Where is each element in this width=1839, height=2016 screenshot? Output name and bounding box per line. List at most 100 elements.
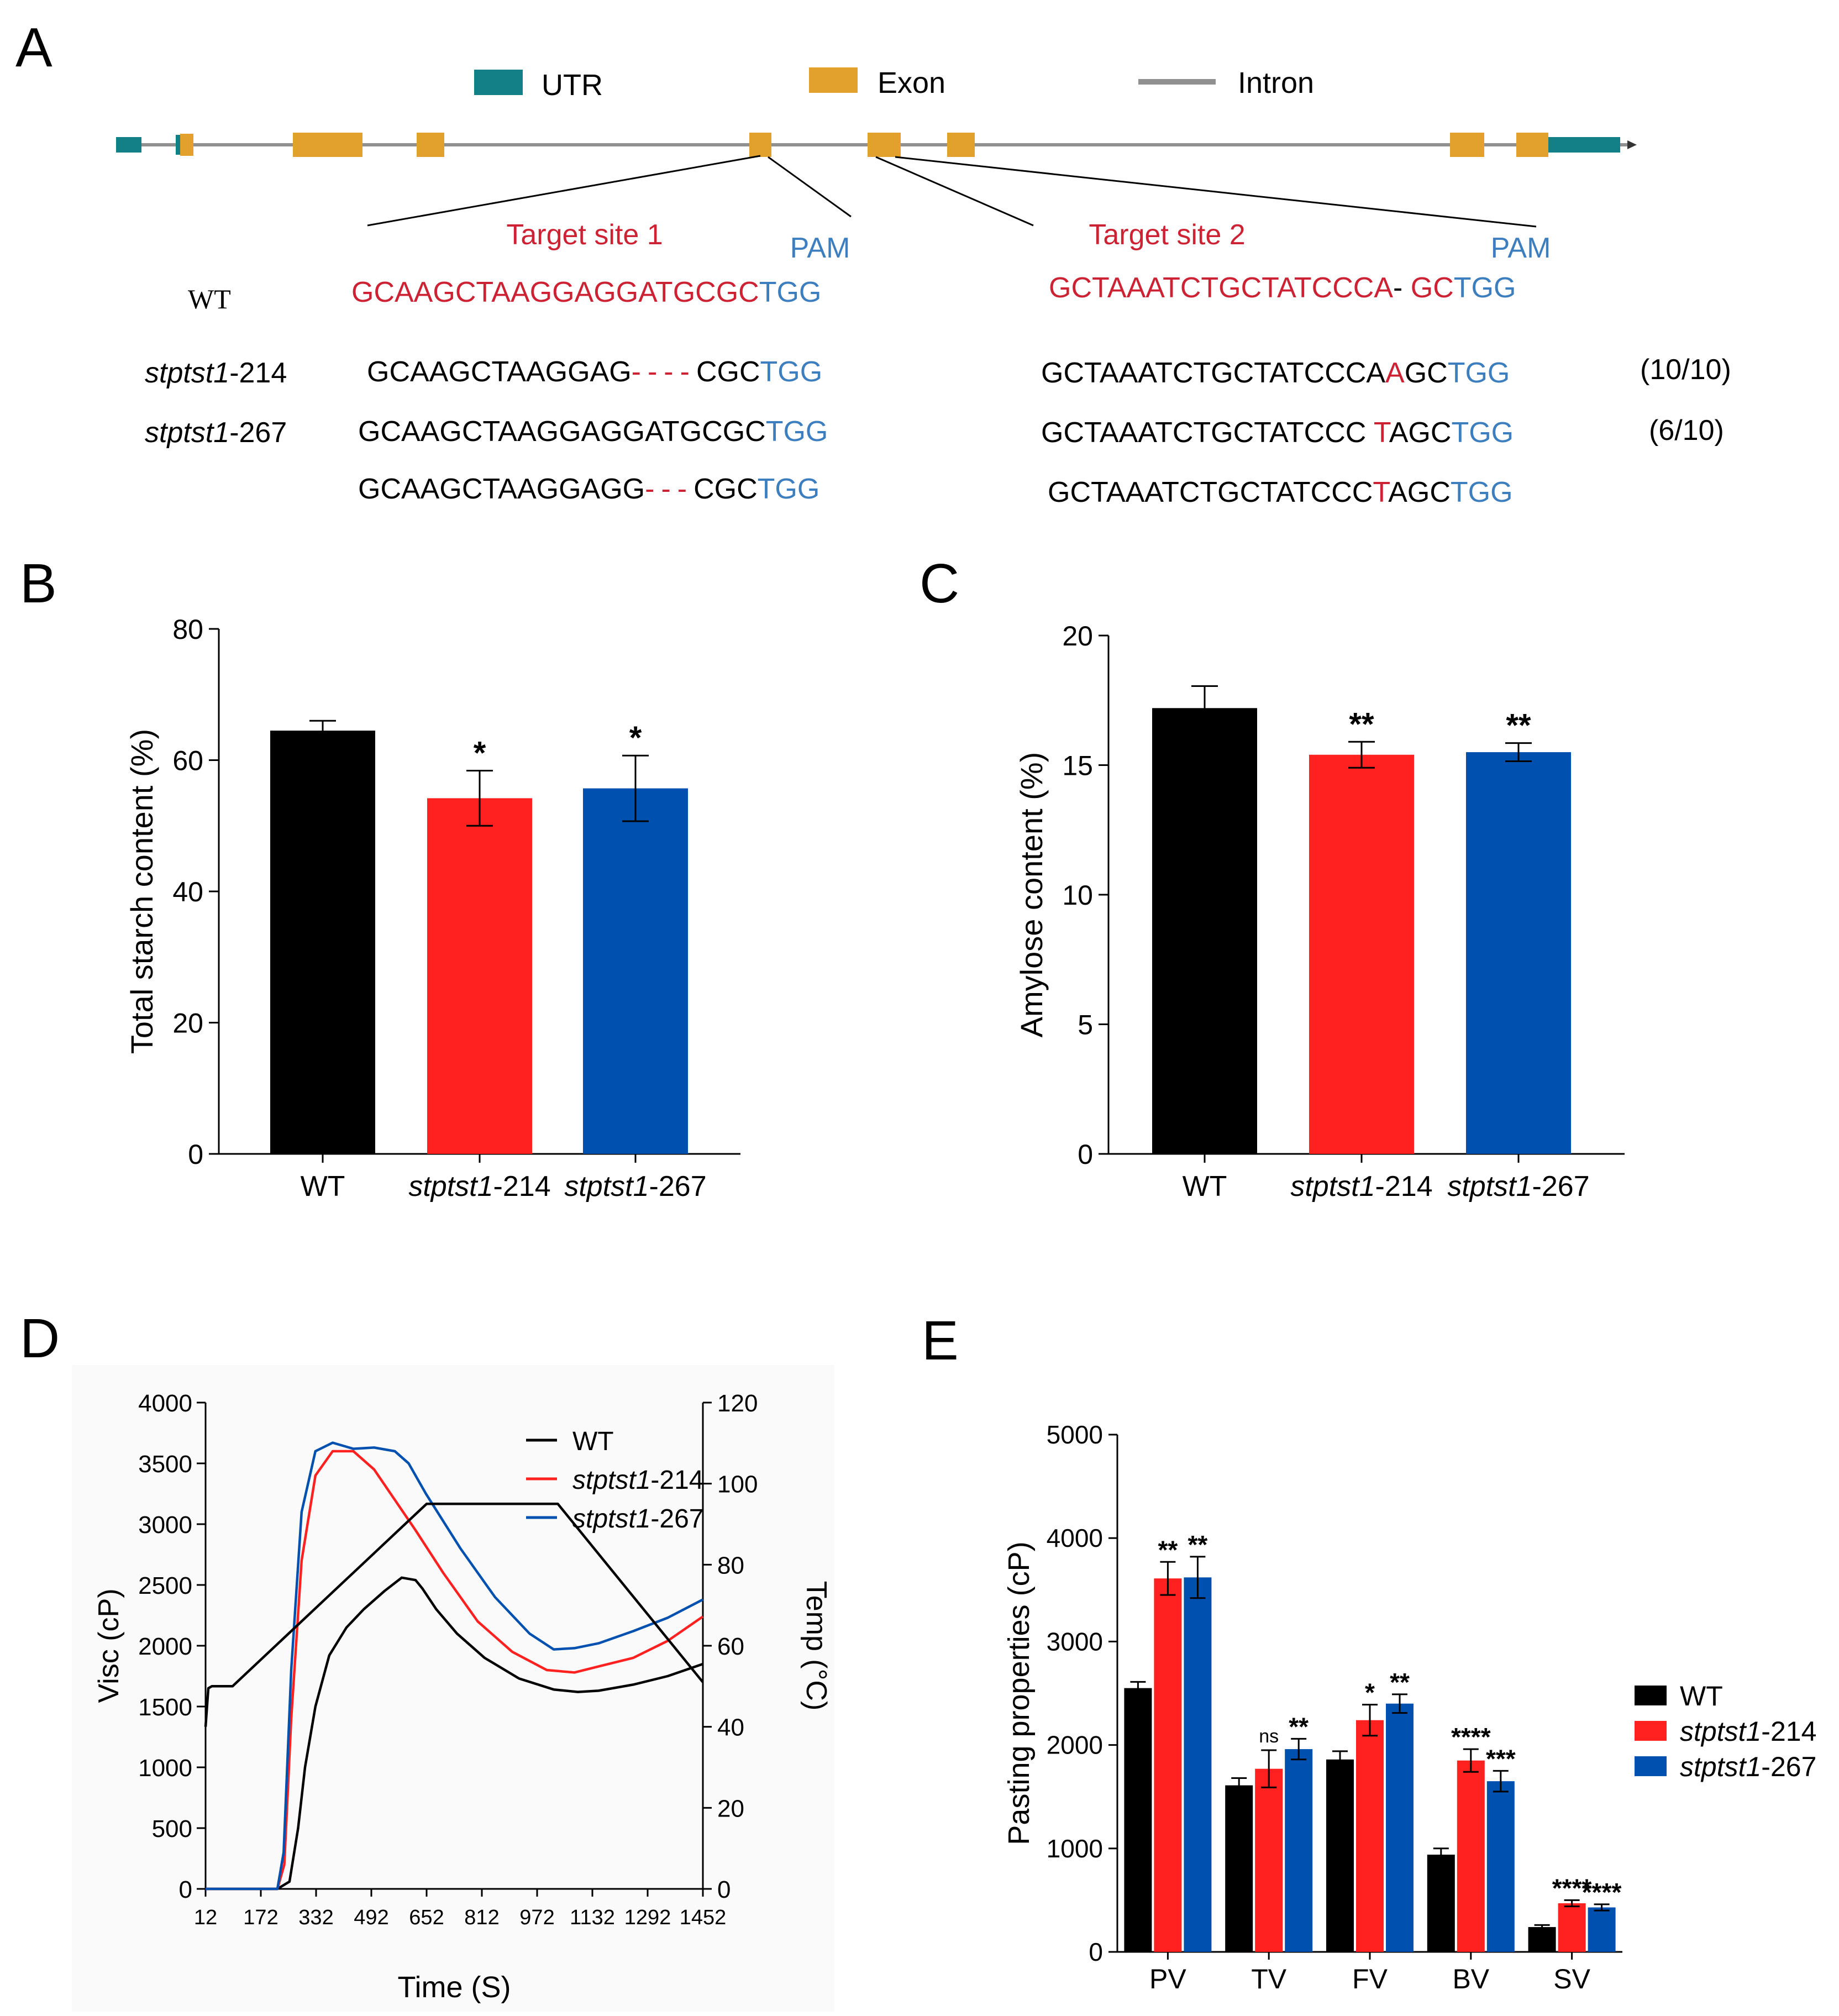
x-tick-label: stptst1-214 (408, 1170, 550, 1203)
legend-swatch (1635, 1686, 1667, 1705)
y-tick-label: 0 (188, 1139, 203, 1170)
legend-label-suffix: WT (572, 1427, 614, 1456)
viscosity-line (206, 1576, 703, 1891)
m267b-seq-2-pam: TGG (1451, 476, 1513, 508)
y-tick-label: 20 (172, 1008, 203, 1039)
bar (1184, 1577, 1212, 1952)
exon-3 (417, 133, 444, 157)
bar (1386, 1703, 1414, 1952)
wt-seq-2: GCTAAATCTGCTATCCCA- GCTGG (1049, 272, 1516, 304)
panel-e-letter: E (922, 1310, 959, 1372)
x-tick-label: 332 (298, 1906, 333, 1929)
y2-tick-label: 60 (717, 1633, 744, 1660)
bar (1558, 1903, 1586, 1952)
wt-seq-1-pam: TGG (759, 276, 822, 308)
x-tick-label: WT (301, 1170, 345, 1203)
pam-label-2: PAM (1491, 232, 1551, 264)
viscosity-line (206, 1450, 704, 1891)
significance-label: **** (1582, 1878, 1622, 1907)
bar (427, 798, 532, 1154)
y-tick-label: 2000 (138, 1633, 192, 1660)
row-214-italic: stptst1 (145, 357, 229, 389)
utr-5 (116, 137, 141, 153)
x-tick-label-suffix: -267 (649, 1170, 707, 1203)
legend-intron-label: Intron (1238, 66, 1314, 99)
target-site-2-label: Target site 2 (1089, 219, 1245, 251)
y-tick-label: 20 (1062, 621, 1093, 652)
wt-seq-1-target: GCAAGCTAAGGAGGATGCGC (351, 276, 759, 308)
m267b-seq-1-del: --- (645, 473, 693, 505)
y-tick-label: 0 (1078, 1139, 1093, 1170)
x-tick-label-suffix: WT (1183, 1170, 1227, 1203)
y-tick-label: 4000 (1047, 1524, 1103, 1552)
significance-label: **** (1552, 1873, 1592, 1902)
wt-seq-1: GCAAGCTAAGGAGGATGCGCTGG (351, 276, 821, 308)
m214-seq-1-post: CGC (696, 356, 760, 388)
y2-tick-label: 120 (717, 1390, 758, 1417)
m267b-seq-1-pre: GCAAGCTAAGGAGG (358, 473, 645, 505)
panel-c-letter: C (920, 553, 959, 615)
significance-label: **** (1451, 1723, 1491, 1751)
viscosity-line (206, 1441, 704, 1891)
m267a-seq-1: GCAAGCTAAGGAGGATGCGCTGG (358, 416, 828, 448)
exon-1 (180, 134, 193, 156)
y-tick-label: 5000 (1047, 1420, 1103, 1449)
x-tick-label: 652 (409, 1906, 444, 1929)
legend-label: stptst1-214 (572, 1466, 703, 1495)
wt-seq-2-target: GCTAAATCTGCTATCCCA (1049, 272, 1393, 304)
x-tick-label: 812 (464, 1906, 499, 1929)
x-tick-label-italic: stptst1 (1290, 1170, 1375, 1203)
y-tick-label: 500 (152, 1815, 192, 1842)
x-tick-label: PV (1149, 1964, 1186, 1994)
significance-label: * (1365, 1678, 1375, 1707)
y-tick-label: 60 (172, 746, 203, 776)
significance-label: ** (1289, 1712, 1309, 1741)
y-tick-label: 0 (179, 1876, 192, 1903)
m267a-seq-1-pam: TGG (766, 416, 828, 448)
y-tick-label: 15 (1062, 750, 1093, 781)
y2-tick-label: 20 (717, 1795, 744, 1822)
row-267-label: stptst1-267 (145, 417, 287, 449)
bar (1457, 1760, 1485, 1952)
bar (1225, 1785, 1253, 1952)
legend-label-suffix: -214 (1761, 1716, 1816, 1747)
m214-seq-2-post: GC (1405, 357, 1448, 389)
bar (1326, 1759, 1354, 1952)
wt-seq-2-mid: GC (1411, 272, 1454, 304)
bar (1152, 708, 1257, 1154)
row-214-suffix: -214 (229, 357, 287, 389)
m214-ratio: (10/10) (1640, 354, 1731, 386)
y-tick-label: 1000 (1047, 1834, 1103, 1863)
exon-5 (868, 133, 901, 157)
exon-8 (1516, 133, 1548, 157)
y-tick-label: 3500 (138, 1451, 192, 1478)
legend-exon-swatch (809, 67, 858, 93)
zoom-line-2a (875, 156, 1034, 227)
y-tick-label: 80 (172, 614, 203, 645)
bar (270, 731, 375, 1154)
legend-label-suffix: -267 (650, 1504, 703, 1534)
y2-tick-label: 100 (717, 1471, 758, 1498)
legend-swatch (1635, 1756, 1667, 1776)
x-tick-label: 1132 (570, 1906, 615, 1929)
chart-pasting-properties: 0 1000 2000 3000 4000 5000 Pasting properties … (1002, 1420, 1816, 1994)
y-tick-label: 1000 (138, 1755, 192, 1782)
bar (583, 788, 688, 1154)
bar (1427, 1855, 1455, 1952)
x-tick-label: BV (1452, 1964, 1489, 1994)
zoom-line-1a (367, 155, 761, 227)
legend-label-italic: stptst1 (1680, 1716, 1761, 1747)
x-tick-label: WT (1183, 1170, 1227, 1203)
m267b-seq-2-post: AGC (1388, 476, 1451, 508)
x-tick-label: FV (1352, 1964, 1388, 1994)
legend-label: stptst1-267 (572, 1504, 703, 1534)
panel-d-letter: D (20, 1308, 60, 1369)
bar (1285, 1749, 1313, 1952)
m267a-seq-2-post: AGC (1389, 417, 1452, 449)
m214-seq-1-pre: GCAAGCTAAGGAG (367, 356, 632, 388)
wt-seq-2-pam: TGG (1454, 272, 1516, 304)
m214-seq-2-ins: A (1385, 357, 1405, 389)
legend-label-italic: stptst1 (572, 1466, 650, 1495)
y-tick-label: 0 (1089, 1938, 1103, 1966)
